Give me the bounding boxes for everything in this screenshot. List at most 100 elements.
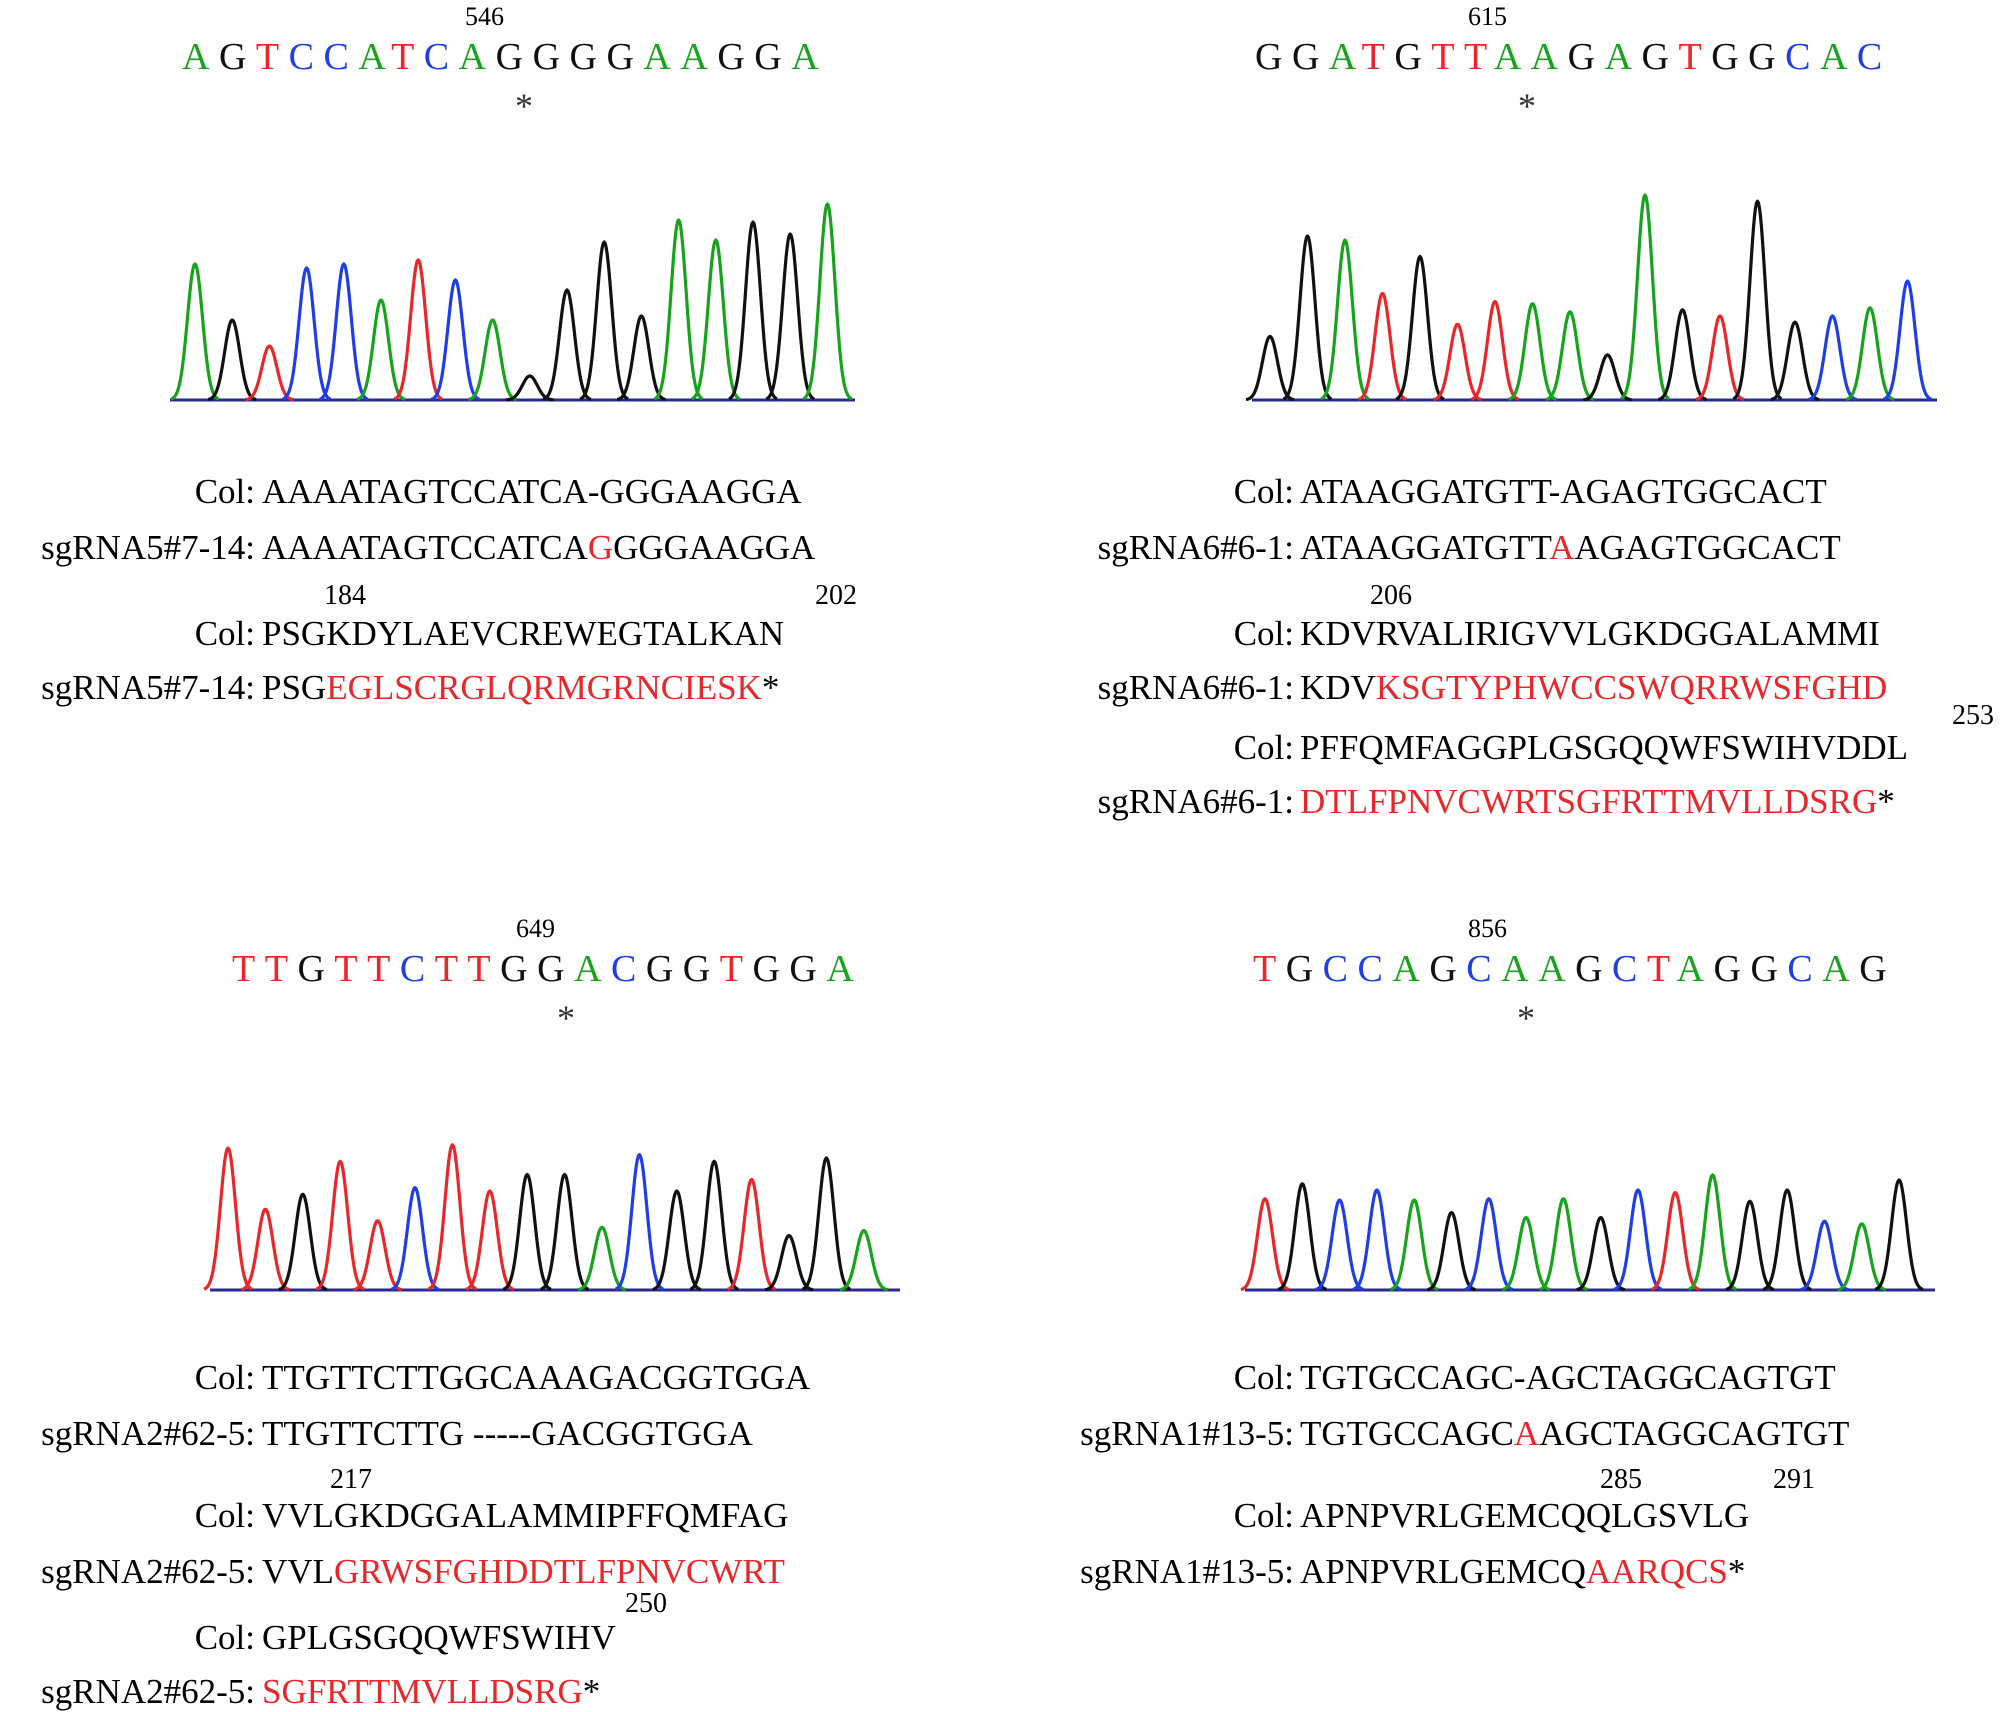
cut-position-number: 856: [1468, 914, 1507, 943]
trace-peak-A: [1620, 193, 1670, 401]
wt-dna-sequence: TGTGCCAGC-AGCTAGGCAGTGT: [1300, 1358, 1836, 1397]
residue-end-number: 253: [1952, 700, 1994, 731]
trace-peak-G: [728, 220, 778, 401]
row-label: Col:: [1233, 1358, 1294, 1397]
trace-peak-G: [1725, 1199, 1775, 1292]
trace-peak-C: [1882, 279, 1933, 401]
cut-site-marker: *: [1518, 86, 1536, 126]
base-call-A: A: [1604, 36, 1642, 78]
trace-peak-G: [1282, 234, 1333, 401]
base-call-C: C: [1322, 948, 1358, 990]
cut-position-number: 546: [465, 2, 504, 31]
trace-peak-G: [540, 1172, 590, 1291]
trace-peak-G: [652, 1189, 702, 1291]
base-call-A: A: [1819, 36, 1857, 78]
residue-start-number: 217: [330, 1464, 372, 1495]
cut-site-marker: *: [557, 998, 575, 1038]
base-call-C: C: [1787, 948, 1823, 990]
trace-base-calls: GGATGTTAAGAGTGGCAC: [1255, 38, 1892, 76]
base-call-A: A: [458, 36, 496, 78]
seq-prefix: AAAATAGTCCATCA: [262, 528, 588, 567]
protein-alignment-wt-row: Col: KDVRVALIRIGVVLGKDGGALAMMI: [1000, 614, 2001, 654]
stop-codon: *: [1877, 782, 1895, 821]
trace-base-calls: AGTCCATCAGGGGAAGGA: [182, 38, 828, 76]
trace-peak-A: [1320, 238, 1370, 401]
trace-peak-T: [465, 1189, 515, 1291]
row-label: sgRNA2#62-5:: [41, 1552, 255, 1591]
dna-alignment-mutant-row: sgRNA1#13-5: TGTGCCAGCAAGCTAGGCAGTGT: [1000, 1414, 2001, 1454]
base-call-A: A: [1538, 948, 1576, 990]
trace-peak-C: [1799, 1219, 1850, 1292]
trace-peak-T: [1650, 1190, 1700, 1291]
base-call-T: T: [1464, 36, 1494, 78]
base-call-A: A: [358, 36, 392, 78]
base-call-A: A: [574, 948, 611, 990]
base-call-G: G: [1575, 948, 1613, 990]
dna-alignment-mutant-row: sgRNA2#62-5: TTGTTCTTG -----GACGGTGGA: [0, 1414, 1000, 1454]
base-call-T: T: [1646, 948, 1677, 990]
base-call-T: T: [255, 36, 289, 78]
base-call-A: A: [680, 36, 718, 78]
protein-alignment-wt-row: Col: VVLGKDGGALAMMIPFFQMFAG: [0, 1496, 1000, 1536]
dna-alignment-wt-row: Col: ATAAGGATGTT-AGAGTGGCACT: [1000, 472, 2001, 512]
trace-peak-T: [203, 1146, 253, 1291]
chromatogram-panel-sgrna1: 856 TGCCAGCAAGCTAGGCAG * Col: TGTGCCAGC-…: [1000, 880, 2001, 1712]
residue-end-number: 202: [815, 580, 857, 611]
base-call-T: T: [232, 948, 265, 990]
base-call-G: G: [717, 36, 755, 78]
base-call-C: C: [399, 948, 435, 990]
trace-peak-T: [353, 1219, 403, 1292]
trace-peak-G: [542, 288, 592, 401]
trace-peak-G: [616, 314, 666, 402]
base-call-T: T: [1678, 36, 1712, 78]
row-label: sgRNA6#6-1:: [1097, 668, 1294, 707]
trace-peak-A: [468, 318, 518, 402]
mutant-protein-sequence: KDVKSGTYPHWCCSWQRRWSFGHD: [1300, 668, 1887, 708]
row-label: sgRNA2#62-5:: [41, 1414, 255, 1453]
residue-start-number: 184: [324, 580, 366, 611]
stop-codon: *: [582, 1672, 601, 1711]
mutant-dna-sequence: AAAATAGTCCATCAGGGGAAGGA: [262, 528, 815, 568]
base-call-G: G: [537, 948, 575, 990]
trace-peak-A: [1538, 1197, 1588, 1292]
mutant-dna-sequence: TGTGCCAGCAAGCTAGGCAGTGT: [1300, 1414, 1849, 1454]
seq-prefix: VVL: [262, 1552, 334, 1591]
trace-peak-T: [1695, 314, 1745, 402]
base-call-T: T: [1361, 36, 1395, 78]
base-call-A: A: [1493, 36, 1531, 78]
chromatogram-trace: [1245, 193, 1937, 402]
trace-peak-A: [1507, 302, 1558, 401]
protein-alignment-mutant-row-2: sgRNA6#6-1: DTLFPNVCWRTSGFRTTMVLLDSRG*: [1000, 782, 2001, 822]
base-call-G: G: [218, 36, 256, 78]
stop-codon: *: [761, 668, 780, 707]
base-call-C: C: [1856, 36, 1892, 78]
base-call-C: C: [1357, 948, 1393, 990]
base-call-T: T: [719, 948, 753, 990]
trace-peak-G: [1762, 1188, 1812, 1291]
mutant-protein-sequence: SGFRTTMVLLDSRG*: [262, 1672, 600, 1712]
trace-peak-A: [1545, 310, 1595, 402]
row-label: sgRNA2#62-5:: [41, 1672, 255, 1711]
seq-suffix: GGGAAGGA: [613, 528, 816, 567]
mutant-protein-sequence: APNPVRLGEMCQAARQCS*: [1300, 1552, 1745, 1592]
wt-protein-sequence: KDVRVALIRIGVVLGKDGGALAMMI: [1300, 614, 1880, 653]
base-call-G: G: [754, 36, 792, 78]
base-call-C: C: [288, 36, 324, 78]
frameshift-residues: KSGTYPHWCCSWQRRWSFGHD: [1375, 668, 1888, 707]
base-call-A: A: [791, 36, 829, 78]
trace-peak-G: [207, 318, 257, 402]
trace-peak-T: [244, 344, 294, 402]
cut-site-marker: *: [515, 86, 533, 126]
seq-suffix: AGAGTGGCACT: [1574, 528, 1841, 567]
row-label: sgRNA5#7-14:: [41, 528, 255, 567]
trace-peak-A: [170, 262, 220, 401]
frameshift-residues: SGFRTTMVLLDSRG: [262, 1672, 583, 1711]
base-call-G: G: [1429, 948, 1467, 990]
dna-alignment-mutant-row: sgRNA5#7-14: AAAATAGTCCATCAGGGGAAGGA: [0, 528, 1000, 568]
trace-peak-A: [356, 298, 406, 401]
seq-prefix: TGTGCCAGC: [1300, 1414, 1514, 1453]
base-call-A: A: [1676, 948, 1714, 990]
trace-peak-C: [1464, 1197, 1514, 1292]
cut-site-marker: *: [1517, 998, 1535, 1038]
base-call-T: T: [1253, 948, 1286, 990]
